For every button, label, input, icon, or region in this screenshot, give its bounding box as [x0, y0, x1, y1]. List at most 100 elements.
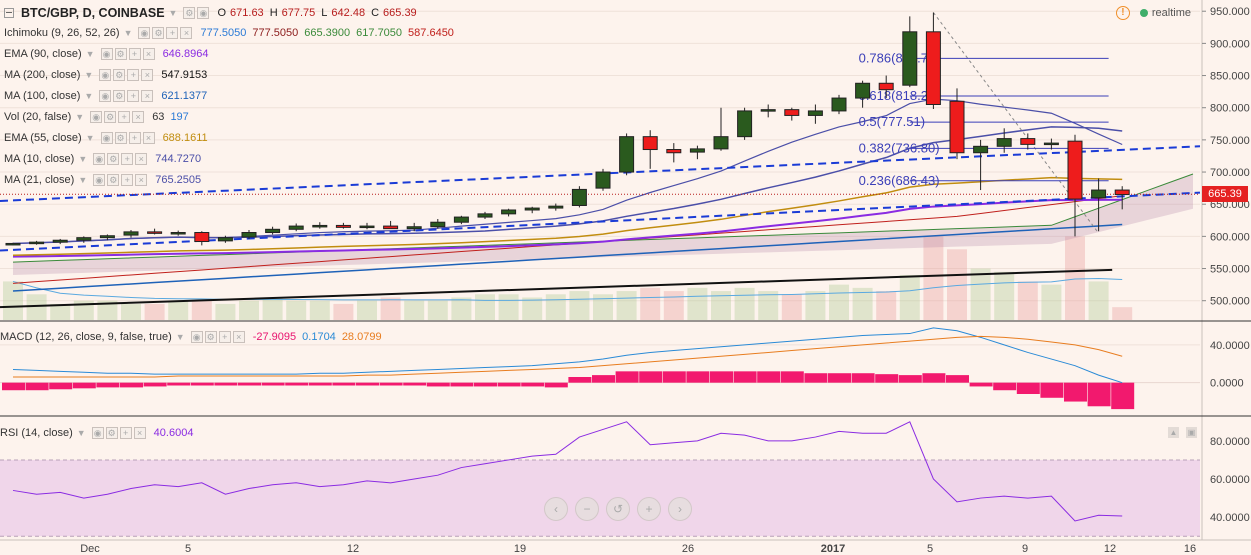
- chevron-down-icon[interactable]: ▼: [78, 175, 88, 185]
- add-icon[interactable]: +: [121, 174, 134, 186]
- add-icon[interactable]: +: [118, 111, 131, 123]
- close-icon[interactable]: ×: [180, 27, 193, 39]
- zoom-in-button[interactable]: +: [637, 497, 661, 521]
- indicator-name[interactable]: MA (21, close): [4, 174, 75, 186]
- chevron-down-icon[interactable]: ▼: [78, 154, 88, 164]
- settings-icon[interactable]: ⚙: [183, 7, 196, 19]
- close-icon[interactable]: ×: [135, 174, 148, 186]
- eye-icon[interactable]: ◉: [197, 7, 210, 19]
- add-icon[interactable]: +: [127, 69, 140, 81]
- volume-bar: [498, 294, 519, 320]
- ohlc-high-label: H: [269, 7, 278, 19]
- eye-icon[interactable]: ◉: [99, 90, 112, 102]
- close-icon[interactable]: ×: [232, 331, 245, 343]
- indicator-name[interactable]: MA (100, close): [4, 90, 81, 102]
- settings-icon[interactable]: ⚙: [104, 111, 117, 123]
- volume-bar: [1017, 281, 1038, 320]
- eye-icon[interactable]: ◉: [100, 132, 113, 144]
- chevron-down-icon[interactable]: ▼: [85, 133, 95, 143]
- add-icon[interactable]: +: [128, 132, 141, 144]
- close-icon[interactable]: ×: [132, 111, 145, 123]
- close-icon[interactable]: ×: [133, 427, 146, 439]
- chevron-down-icon[interactable]: ▼: [76, 428, 86, 438]
- add-icon[interactable]: +: [127, 90, 140, 102]
- scroll-left-button[interactable]: ‹: [544, 497, 568, 521]
- macd-histogram-bar: [238, 382, 261, 386]
- legend-controls[interactable]: ◉ ⚙ + ×: [91, 427, 148, 439]
- legend-controls[interactable]: ◉ ⚙ + ×: [93, 153, 149, 165]
- status-dot-icon: [1139, 9, 1148, 17]
- legend-controls[interactable]: ⚙ ◉: [183, 7, 211, 19]
- pane-up-icon[interactable]: ▲: [1168, 427, 1179, 438]
- candle-up: [288, 225, 304, 230]
- warning-icon[interactable]: !: [1115, 6, 1130, 20]
- settings-icon[interactable]: ⚙: [114, 48, 127, 60]
- eye-icon[interactable]: ◉: [93, 153, 106, 165]
- chevron-down-icon[interactable]: ▼: [175, 332, 185, 342]
- zoom-out-button[interactable]: −: [575, 497, 599, 521]
- indicator-name[interactable]: EMA (55, close): [4, 132, 82, 144]
- legend-controls[interactable]: ◉ ⚙ + ×: [100, 48, 157, 60]
- time-axis-label: 16: [1184, 543, 1196, 555]
- candle-down: [784, 109, 800, 116]
- volume-bar: [805, 291, 826, 320]
- eye-icon[interactable]: ◉: [100, 48, 113, 60]
- reset-button[interactable]: ↺: [606, 497, 630, 521]
- symbol-title[interactable]: BTC/GBP, D, COINBASE: [21, 6, 165, 20]
- settings-icon[interactable]: ⚙: [113, 69, 126, 81]
- chevron-down-icon[interactable]: ▼: [84, 91, 94, 101]
- settings-icon[interactable]: ⚙: [204, 331, 217, 343]
- add-icon[interactable]: +: [218, 331, 231, 343]
- macd-histogram-bar: [167, 382, 191, 386]
- pane-maximize-icon[interactable]: ▣: [1186, 427, 1197, 438]
- indicator-legend-row: EMA (55, close) ▼ ◉ ⚙ + × 688.1611: [0, 129, 208, 147]
- macd-legend-name[interactable]: MACD (12, 26, close, 9, false, true): [0, 331, 172, 343]
- close-icon[interactable]: ×: [142, 132, 155, 144]
- ohlc-close-label: C: [371, 7, 380, 19]
- eye-icon[interactable]: ◉: [190, 331, 203, 343]
- collapse-icon[interactable]: [4, 8, 14, 18]
- chevron-down-icon[interactable]: ▼: [75, 112, 85, 122]
- macd-histogram-bar: [615, 371, 639, 383]
- add-icon[interactable]: +: [166, 27, 179, 39]
- close-icon[interactable]: ×: [135, 153, 148, 165]
- eye-icon[interactable]: ◉: [91, 427, 104, 439]
- legend-controls[interactable]: ◉ ⚙ + ×: [99, 69, 155, 81]
- chevron-down-icon[interactable]: ▼: [168, 8, 178, 18]
- add-icon[interactable]: +: [119, 427, 132, 439]
- add-icon[interactable]: +: [121, 153, 134, 165]
- legend-controls[interactable]: ◉ ⚙ + ×: [90, 111, 146, 123]
- chevron-down-icon[interactable]: ▼: [123, 28, 133, 38]
- settings-icon[interactable]: ⚙: [105, 427, 118, 439]
- eye-icon[interactable]: ◉: [99, 69, 112, 81]
- scroll-right-button[interactable]: ›: [668, 497, 692, 521]
- settings-icon[interactable]: ⚙: [113, 90, 126, 102]
- indicator-name[interactable]: EMA (90, close): [4, 48, 82, 60]
- close-icon[interactable]: ×: [141, 90, 154, 102]
- indicator-name[interactable]: MA (200, close): [4, 69, 81, 81]
- indicator-name[interactable]: MA (10, close): [4, 153, 75, 165]
- legend-controls[interactable]: ◉ ⚙ + ×: [99, 90, 155, 102]
- settings-icon[interactable]: ⚙: [107, 153, 120, 165]
- indicator-legend-row: MA (100, close) ▼ ◉ ⚙ + × 621.1377: [0, 87, 207, 105]
- legend-controls[interactable]: ◉ ⚙ + ×: [138, 27, 194, 39]
- chevron-down-icon[interactable]: ▼: [85, 49, 95, 59]
- legend-controls[interactable]: ◉ ⚙ + ×: [100, 132, 157, 144]
- macd-histogram-bar: [120, 382, 143, 388]
- chevron-down-icon[interactable]: ▼: [84, 70, 94, 80]
- settings-icon[interactable]: ⚙: [114, 132, 127, 144]
- add-icon[interactable]: +: [128, 48, 141, 60]
- indicator-name[interactable]: Vol (20, false): [4, 111, 72, 123]
- close-icon[interactable]: ×: [141, 69, 154, 81]
- eye-icon[interactable]: ◉: [138, 27, 151, 39]
- eye-icon[interactable]: ◉: [90, 111, 103, 123]
- eye-icon[interactable]: ◉: [93, 174, 106, 186]
- settings-icon[interactable]: ⚙: [152, 27, 165, 39]
- settings-icon[interactable]: ⚙: [107, 174, 120, 186]
- indicator-name[interactable]: Ichimoku (9, 26, 52, 26): [4, 27, 120, 39]
- legend-controls[interactable]: ◉ ⚙ + ×: [190, 331, 247, 343]
- rsi-legend-name[interactable]: RSI (14, close): [0, 427, 73, 439]
- close-icon[interactable]: ×: [142, 48, 155, 60]
- legend-controls[interactable]: ◉ ⚙ + ×: [93, 174, 149, 186]
